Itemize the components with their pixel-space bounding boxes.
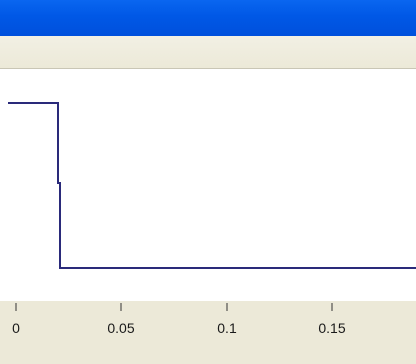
x-tick-label: 0 [12,320,20,336]
window-title-bar[interactable] [0,0,416,36]
toolbar [0,36,416,69]
x-tick-label: 0.05 [107,320,134,336]
x-tick-label: 0.1 [217,320,237,336]
x-axis-area [0,301,416,364]
x-tick-label: 0.15 [318,320,345,336]
plot-area [0,69,416,301]
signal-trace [8,102,416,269]
